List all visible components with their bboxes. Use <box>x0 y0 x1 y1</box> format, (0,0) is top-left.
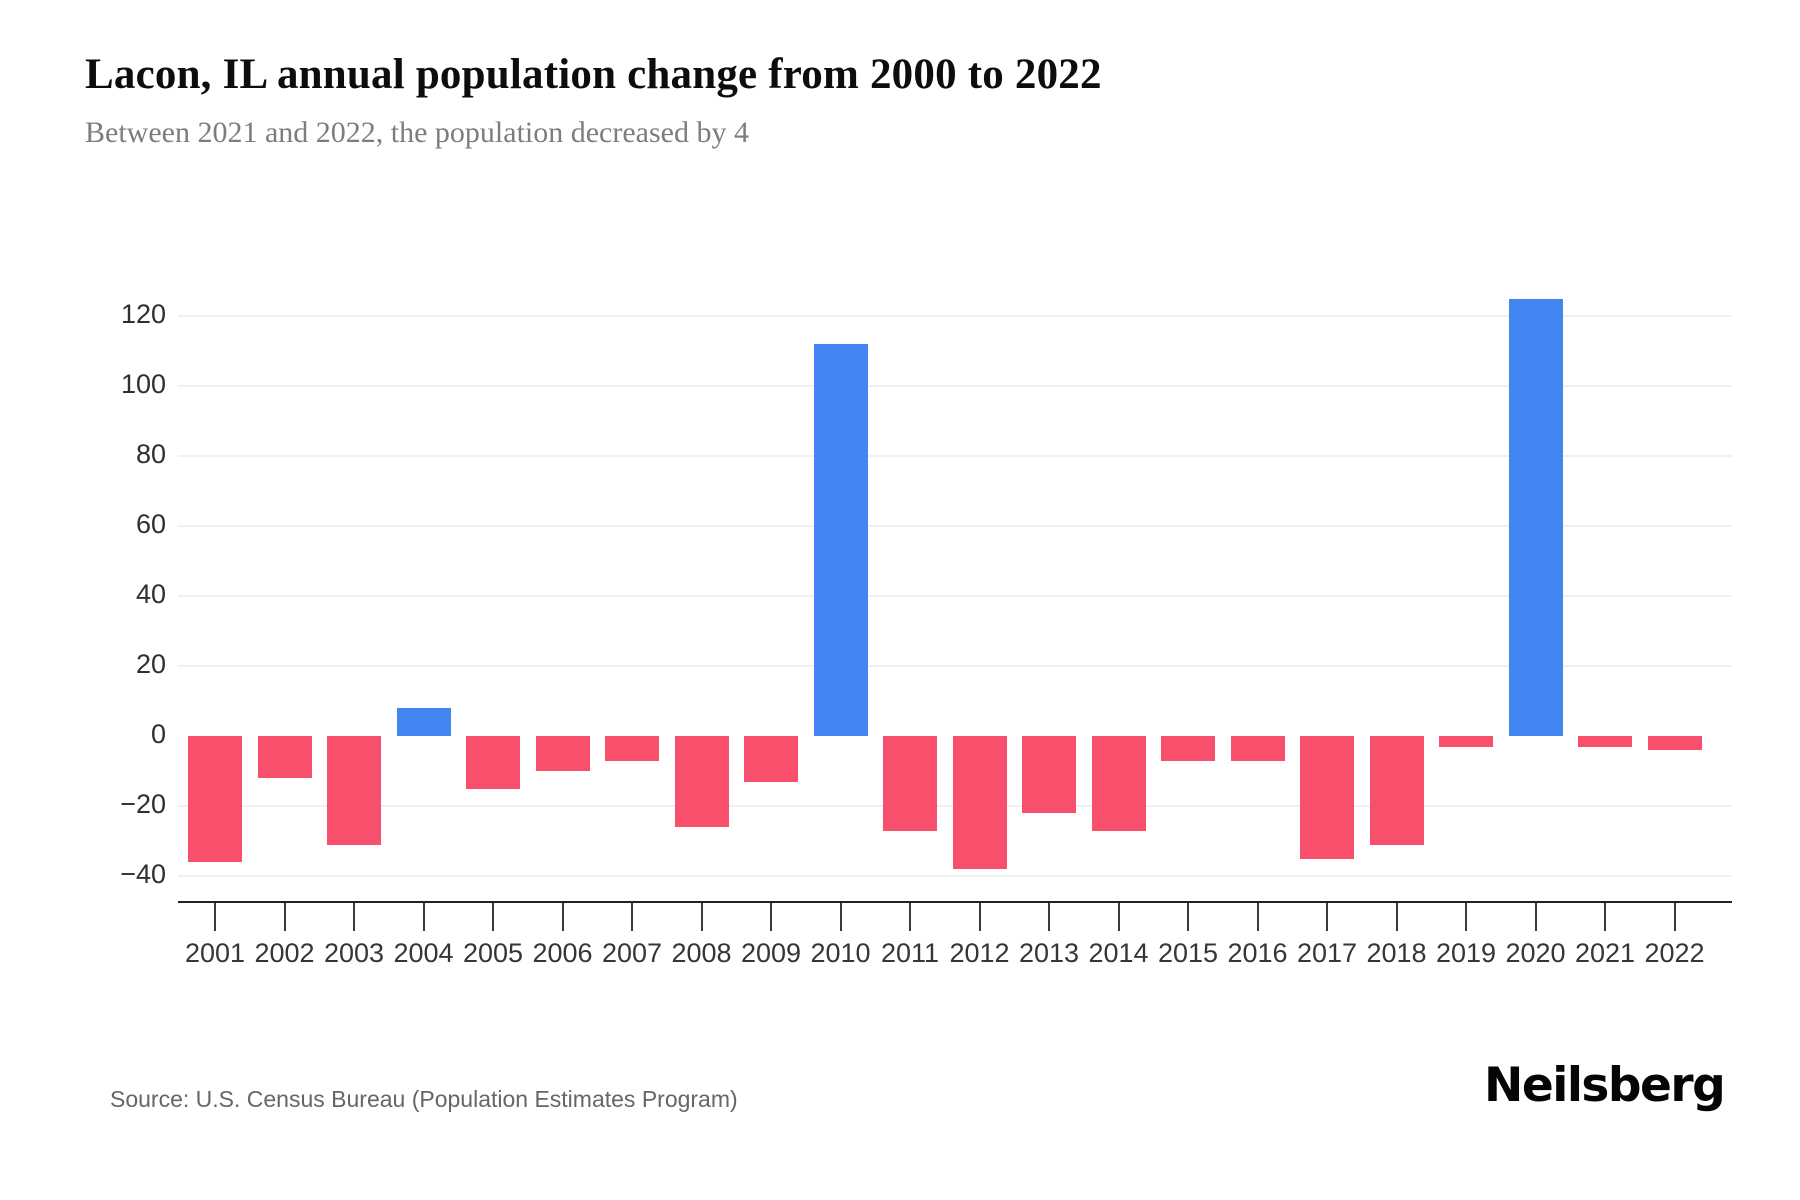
y-tick-label: −40 <box>120 859 166 889</box>
x-tick-label: 2017 <box>1296 938 1358 968</box>
chart-title: Lacon, IL annual population change from … <box>85 51 1102 98</box>
x-tick <box>214 903 216 931</box>
y-tick-label: 120 <box>120 299 166 329</box>
gridline <box>178 385 1732 387</box>
y-tick-label: 100 <box>120 369 166 399</box>
x-tick <box>1048 903 1050 931</box>
bar-2013[interactable] <box>1022 736 1076 813</box>
x-tick-label: 2016 <box>1227 938 1288 968</box>
gridline <box>178 875 1732 877</box>
bar-2017[interactable] <box>1300 736 1354 859</box>
bar-2008[interactable] <box>674 736 729 827</box>
x-tick-label: 2008 <box>671 938 732 968</box>
bar-2003[interactable] <box>327 736 381 845</box>
bar-2005[interactable] <box>466 736 520 789</box>
x-tick <box>1256 903 1259 931</box>
x-tick-label: 2006 <box>532 938 593 968</box>
x-tick-label: 2014 <box>1088 938 1149 968</box>
x-tick <box>909 903 911 931</box>
x-tick <box>770 903 772 931</box>
bar-2009[interactable] <box>744 736 798 782</box>
gridline <box>178 455 1732 457</box>
bar-2007[interactable] <box>605 736 659 761</box>
x-tick-label: 2012 <box>949 938 1010 968</box>
x-tick-label: 2001 <box>184 938 246 968</box>
bar-2011[interactable] <box>883 736 937 831</box>
x-tick-label: 2009 <box>740 938 802 968</box>
x-tick-label: 2013 <box>1018 938 1080 968</box>
x-tick <box>1187 903 1189 931</box>
x-tick-label: 2005 <box>462 938 524 968</box>
x-tick-label: 2002 <box>254 938 315 968</box>
brand-logo: Neilsberg <box>1484 1058 1726 1113</box>
x-tick <box>1604 903 1606 931</box>
x-axis-line <box>178 901 1732 903</box>
x-tick <box>353 903 355 931</box>
x-tick-label: 2019 <box>1435 938 1497 968</box>
bar-2004[interactable] <box>396 708 451 736</box>
bar-2002[interactable] <box>257 736 312 778</box>
y-tick-label: 0 <box>150 719 166 749</box>
x-tick-label: 2022 <box>1644 938 1705 968</box>
x-tick <box>1395 903 1398 931</box>
bar-2006[interactable] <box>535 736 590 771</box>
x-tick-label: 2007 <box>601 938 663 968</box>
y-tick-label: −20 <box>120 789 166 819</box>
x-tick-label: 2010 <box>810 938 871 968</box>
x-tick-label: 2011 <box>880 938 940 968</box>
x-tick <box>1465 903 1467 931</box>
x-tick-label: 2020 <box>1505 938 1566 968</box>
bar-2010[interactable] <box>813 344 868 736</box>
bar-2022[interactable] <box>1647 736 1702 750</box>
bar-2015[interactable] <box>1161 736 1215 761</box>
bar-2020[interactable] <box>1508 298 1563 736</box>
x-tick <box>700 903 703 931</box>
source-note: Source: U.S. Census Bureau (Population E… <box>110 1086 738 1112</box>
x-tick <box>492 903 494 931</box>
x-tick-label: 2018 <box>1366 938 1427 968</box>
gridline <box>178 315 1732 317</box>
x-tick <box>839 903 842 931</box>
x-tick-label: 2004 <box>393 938 454 968</box>
y-tick-label: 60 <box>135 509 166 539</box>
x-tick <box>1673 903 1676 931</box>
x-tick <box>631 903 633 931</box>
gridline <box>178 525 1732 527</box>
bar-2021[interactable] <box>1578 736 1632 747</box>
bar-2016[interactable] <box>1230 736 1285 761</box>
x-tick <box>283 903 286 931</box>
gridline <box>178 595 1732 597</box>
gridline <box>178 665 1732 667</box>
bar-2001[interactable] <box>188 736 242 862</box>
x-tick-label: 2021 <box>1574 938 1636 968</box>
x-tick-label: 2015 <box>1157 938 1219 968</box>
bar-2019[interactable] <box>1439 736 1493 747</box>
bar-2012[interactable] <box>952 736 1007 869</box>
x-tick <box>422 903 425 931</box>
x-tick <box>1326 903 1328 931</box>
x-tick <box>561 903 564 931</box>
x-tick <box>978 903 981 931</box>
y-tick-label: 40 <box>135 579 166 609</box>
bar-2014[interactable] <box>1091 736 1146 831</box>
x-tick <box>1117 903 1120 931</box>
x-tick <box>1534 903 1537 931</box>
chart-subtitle: Between 2021 and 2022, the population de… <box>85 116 749 149</box>
bar-2018[interactable] <box>1369 736 1424 845</box>
y-tick-label: 80 <box>135 439 166 469</box>
x-tick-label: 2003 <box>323 938 385 968</box>
y-tick-label: 20 <box>135 649 166 679</box>
